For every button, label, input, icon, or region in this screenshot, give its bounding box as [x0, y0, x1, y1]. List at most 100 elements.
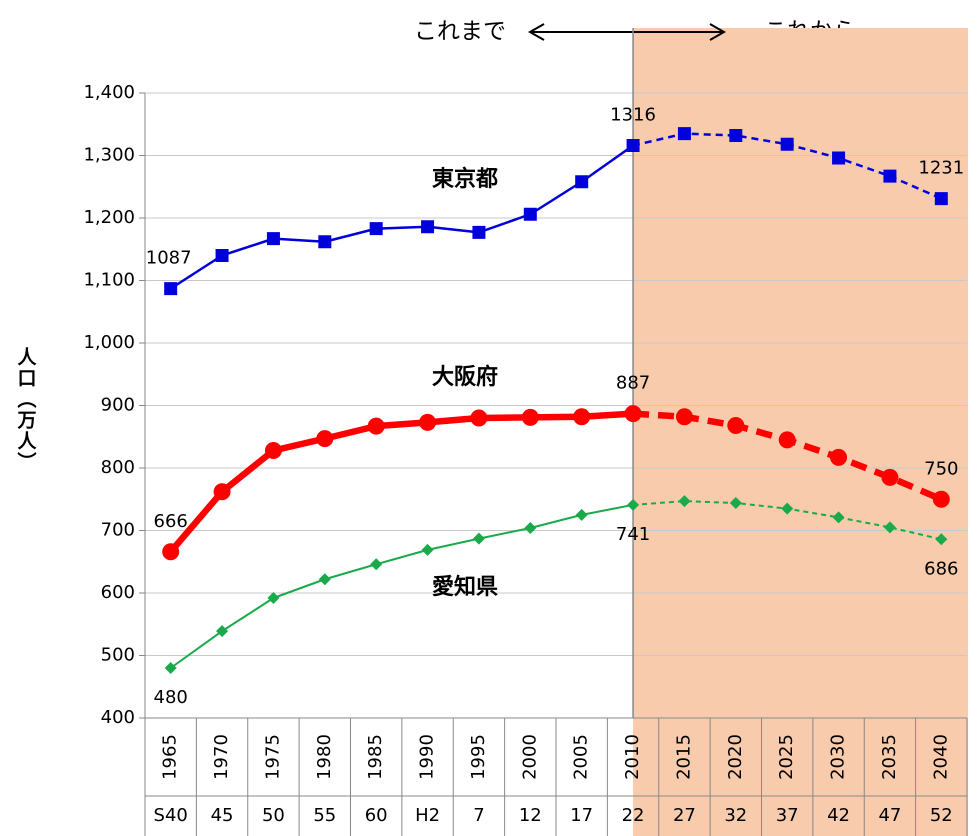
era-label: 7 — [473, 805, 484, 826]
marker — [935, 533, 948, 546]
marker — [883, 169, 897, 183]
y-tick-label: 800 — [101, 457, 135, 478]
era-label: 42 — [827, 805, 850, 826]
marker — [881, 468, 899, 486]
data-label: 887 — [616, 373, 650, 394]
series-name: 大阪府 — [432, 364, 498, 390]
y-tick-label: 600 — [101, 582, 135, 603]
arrow-head — [527, 23, 545, 41]
era-label: 27 — [673, 805, 696, 826]
x-tick-label: 2025 — [776, 734, 797, 780]
marker — [521, 408, 539, 426]
x-tick-label: 2010 — [622, 734, 643, 780]
x-tick-label: 2035 — [879, 734, 900, 780]
marker — [164, 282, 178, 296]
era-label: 37 — [776, 805, 799, 826]
marker — [575, 508, 588, 521]
era-label: 50 — [262, 805, 285, 826]
x-tick-label: 2005 — [571, 734, 592, 780]
marker — [729, 497, 742, 509]
marker — [830, 448, 848, 466]
marker — [472, 225, 486, 239]
era-label: 17 — [570, 805, 593, 826]
marker — [524, 522, 537, 534]
header-past: これまで — [414, 19, 506, 45]
marker — [780, 137, 794, 151]
x-tick-label: 2000 — [519, 734, 540, 780]
x-tick-label: 1995 — [468, 734, 489, 780]
marker — [575, 175, 589, 189]
x-tick-label: 2040 — [930, 734, 951, 780]
marker — [677, 127, 691, 141]
data-label: 666 — [154, 511, 188, 532]
y-tick-label: 500 — [101, 645, 135, 666]
data-label: 750 — [924, 458, 958, 479]
background — [633, 28, 968, 836]
marker — [264, 442, 282, 459]
x-tick-label: 2020 — [725, 734, 746, 780]
marker — [216, 625, 229, 638]
y-tick-label: 1,300 — [83, 145, 135, 166]
x-tick-label: 1990 — [417, 734, 438, 780]
series-name: 愛知県 — [432, 574, 498, 600]
era-label: 60 — [365, 805, 388, 826]
data-label: 686 — [924, 558, 958, 579]
marker — [678, 495, 691, 508]
data-label: 1316 — [610, 105, 656, 126]
marker — [318, 573, 331, 586]
era-label: S40 — [154, 805, 188, 826]
y-tick-label: 1,400 — [83, 82, 135, 103]
projection-shade — [633, 28, 968, 836]
marker — [729, 129, 743, 142]
marker — [832, 511, 845, 524]
arrow-head — [709, 23, 727, 41]
x-tick-label: 1975 — [262, 734, 283, 780]
y-tick-label: 900 — [101, 395, 135, 416]
y-tick-label: 400 — [101, 707, 135, 728]
marker — [162, 543, 180, 561]
marker — [675, 408, 693, 426]
era-label: 55 — [313, 805, 336, 826]
x-tick-label: 2030 — [828, 734, 849, 780]
marker — [883, 521, 896, 534]
marker — [832, 151, 846, 165]
data-label: 1231 — [918, 158, 964, 179]
marker — [213, 483, 231, 501]
era-label: H2 — [415, 805, 440, 826]
marker — [164, 662, 177, 674]
y-tick-label: 1,000 — [83, 332, 135, 353]
x-tick-label: 1985 — [365, 734, 386, 780]
marker — [316, 430, 334, 448]
data-label: 480 — [154, 687, 188, 708]
y-tick-label: 1,200 — [83, 207, 135, 228]
marker — [626, 139, 640, 152]
y-axis-title: 人口（万人） — [15, 347, 38, 473]
x-tick-label: 2015 — [673, 734, 694, 780]
series-line — [170, 503, 634, 669]
marker — [470, 409, 488, 427]
marker — [367, 417, 385, 435]
marker — [727, 417, 745, 434]
marker — [778, 431, 796, 449]
marker — [472, 532, 485, 545]
y-tick-label: 1,100 — [83, 270, 135, 291]
era-label: 47 — [878, 805, 901, 826]
marker — [624, 405, 642, 423]
series-name: 東京都 — [432, 166, 498, 192]
data-label: 741 — [616, 524, 650, 545]
era-label: 12 — [519, 805, 542, 826]
era-label: 32 — [724, 805, 747, 826]
marker — [934, 192, 948, 206]
series-line — [168, 410, 634, 554]
marker — [370, 558, 383, 571]
era-label: 45 — [211, 805, 234, 826]
marker — [266, 232, 280, 246]
marker — [215, 249, 229, 262]
marker — [627, 498, 640, 511]
x-tick-label: 1965 — [160, 734, 181, 780]
marker — [369, 222, 383, 236]
marker — [267, 592, 280, 604]
marker — [419, 413, 437, 431]
era-label: 22 — [622, 805, 645, 826]
